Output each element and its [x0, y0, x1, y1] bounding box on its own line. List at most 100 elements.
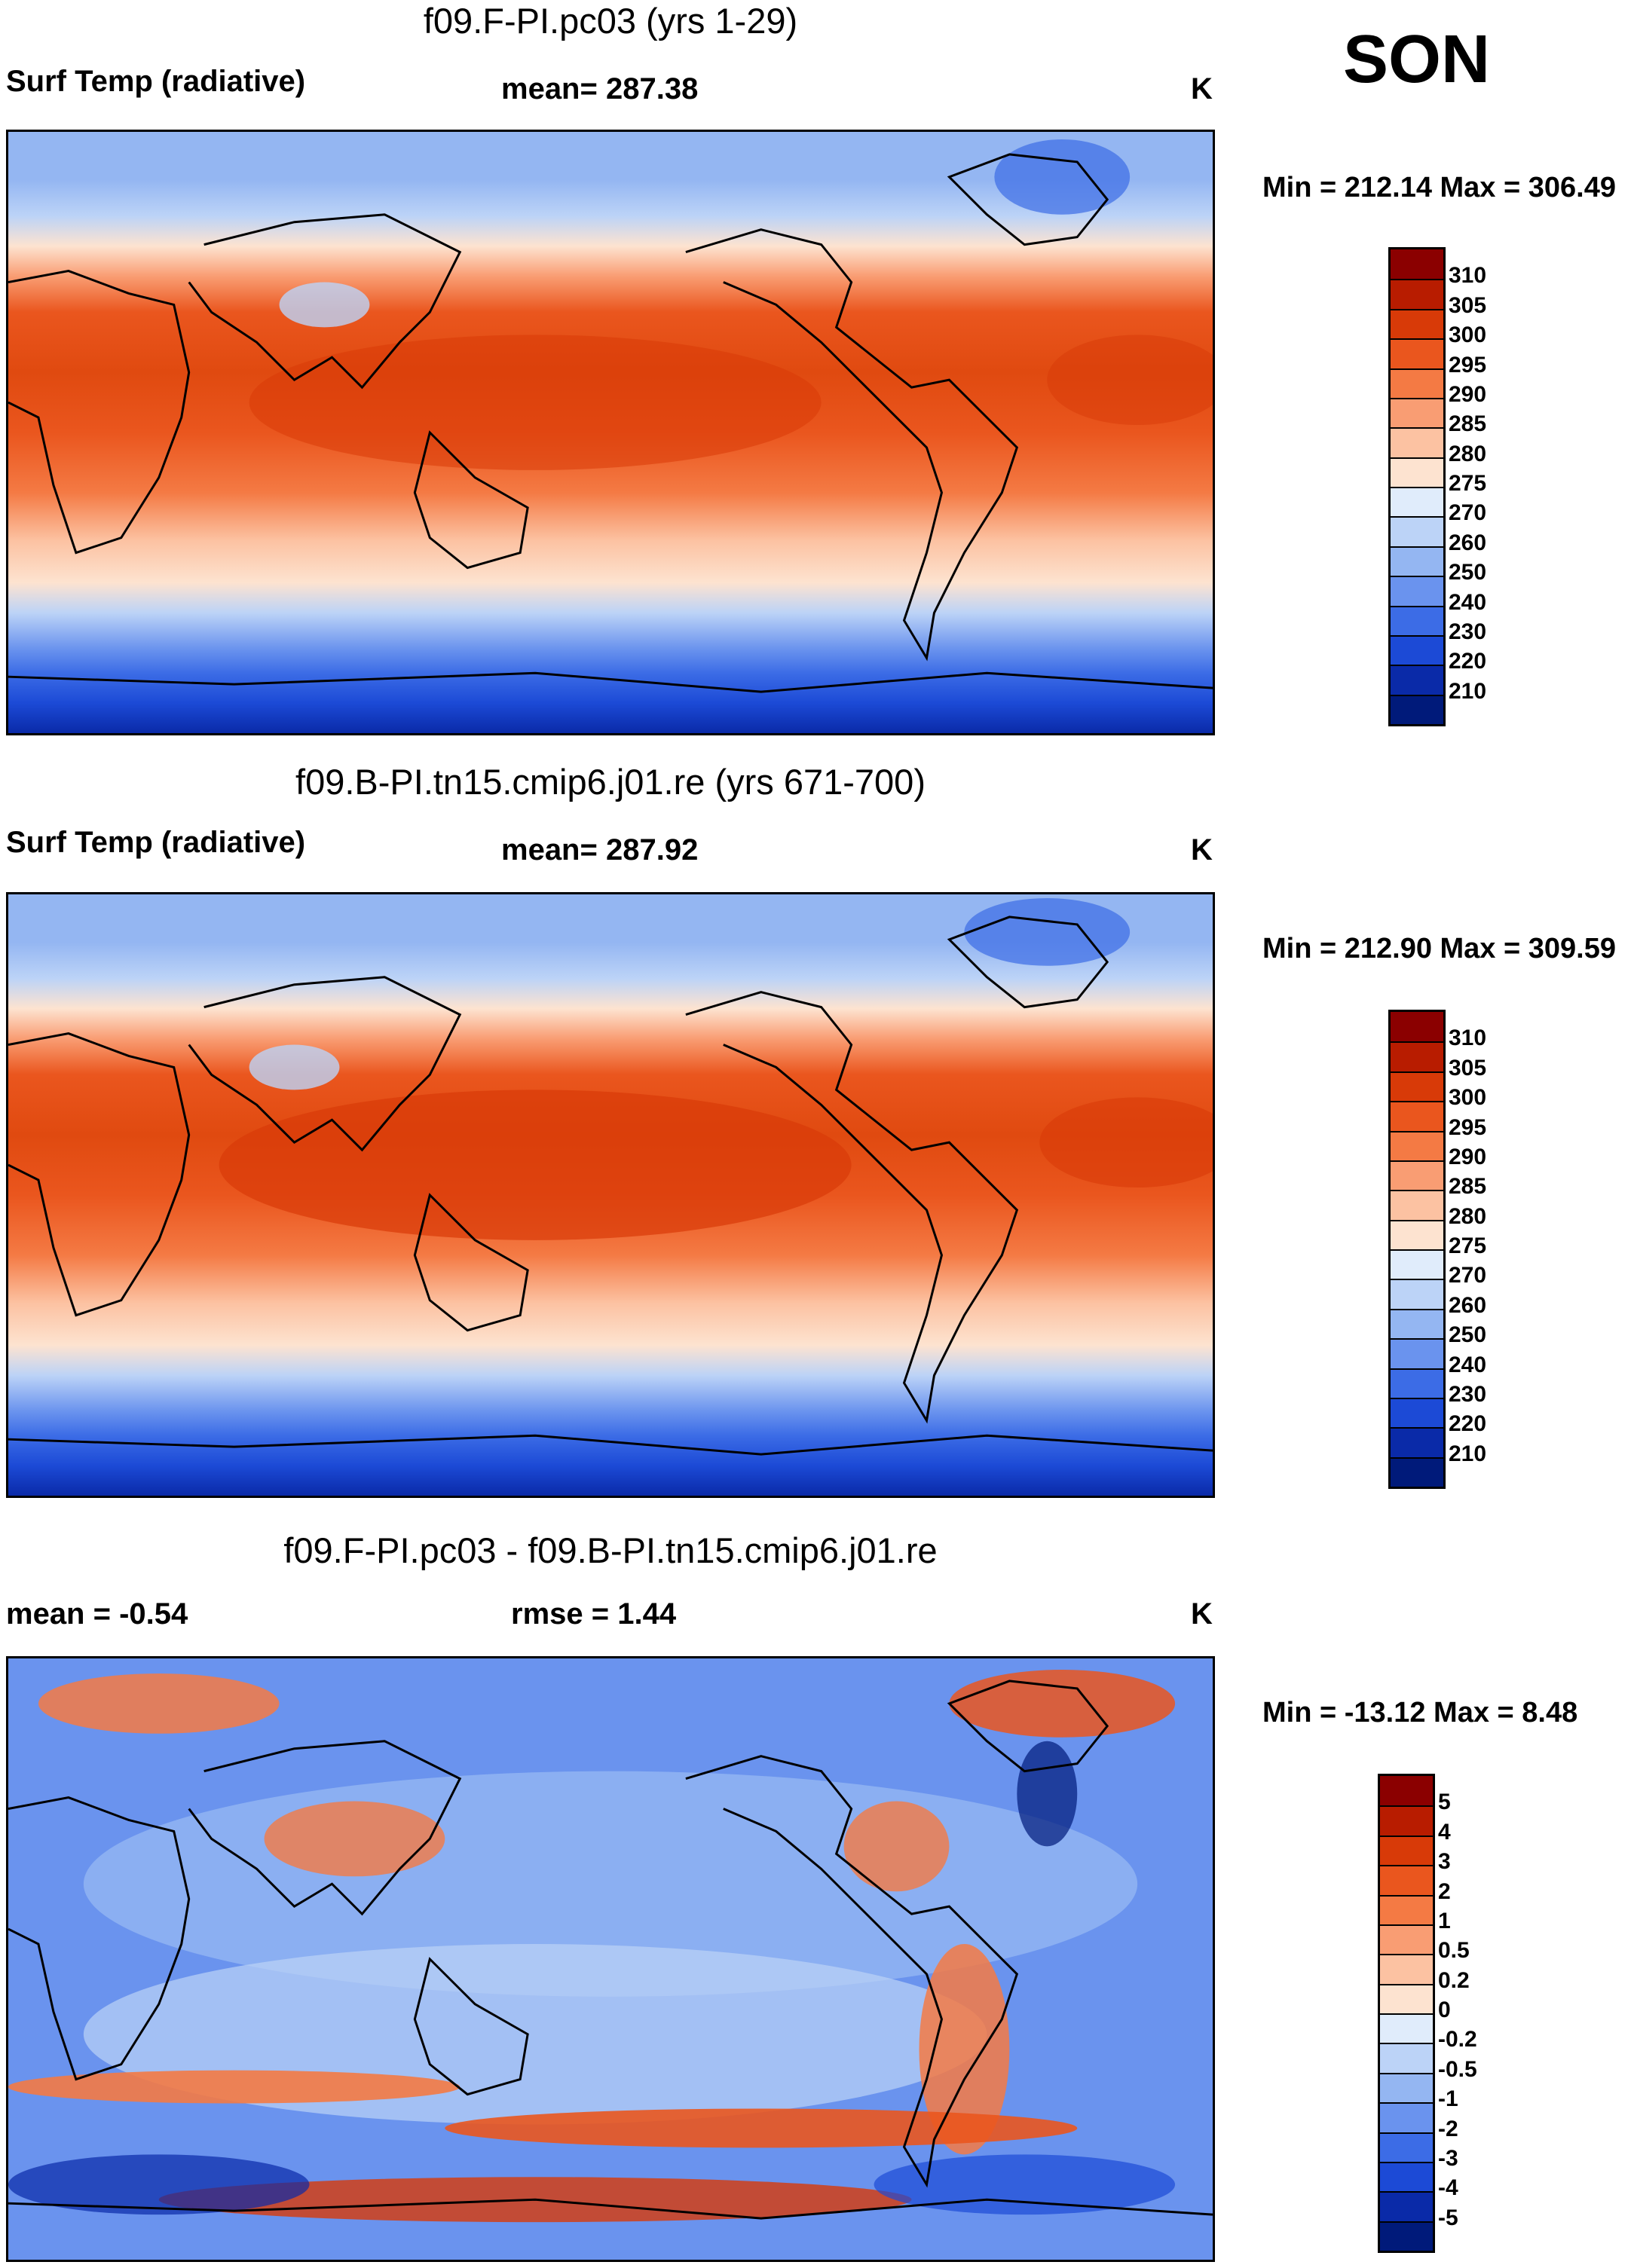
- colorbar-swatch: [1391, 1397, 1443, 1428]
- panel-3-map-field: [8, 1658, 1213, 2260]
- colorbar-label: 1: [1438, 1908, 1451, 1933]
- colorbar-label: 280: [1449, 441, 1487, 466]
- colorbar-swatch: [1380, 1924, 1433, 1955]
- colorbar-swatch: [1391, 279, 1443, 309]
- colorbar-label: 4: [1438, 1819, 1451, 1845]
- colorbar-label: 220: [1449, 649, 1487, 674]
- colorbar-swatch: [1380, 2072, 1433, 2103]
- colorbar-label: 310: [1449, 1025, 1487, 1051]
- colorbar-swatch: [1380, 2221, 1433, 2251]
- panel-1-map: [6, 130, 1215, 735]
- panel-2-variable-label: Surf Temp (radiative): [6, 826, 306, 859]
- panel-1-title: f09.F-PI.pc03 (yrs 1-29): [423, 1, 798, 41]
- colorbar-swatch: [1391, 249, 1443, 280]
- colorbar-label: 210: [1449, 1441, 1487, 1466]
- panel-3-title: f09.F-PI.pc03 - f09.B-PI.tn15.cmip6.j01.…: [283, 1530, 938, 1570]
- panel-2-units: K: [1191, 833, 1213, 867]
- colorbar-label: 0: [1438, 1997, 1451, 2022]
- panel-1-map-field: [8, 132, 1213, 733]
- colorbar-label: -5: [1438, 2205, 1458, 2230]
- colorbar-label: -0.2: [1438, 2027, 1477, 2053]
- colorbar-label: 305: [1449, 1055, 1487, 1081]
- colorbar-label: 240: [1449, 589, 1487, 615]
- colorbar-label: 290: [1449, 1144, 1487, 1169]
- colorbar-swatch: [1391, 1160, 1443, 1191]
- colorbar-label: 310: [1449, 263, 1487, 289]
- season-label: SON: [1343, 22, 1491, 97]
- colorbar-swatch: [1380, 2043, 1433, 2073]
- colorbar-label: 295: [1449, 352, 1487, 377]
- colorbar-swatch: [1391, 1279, 1443, 1309]
- panel-2-map-field: [8, 894, 1213, 1496]
- colorbar-swatch: [1391, 457, 1443, 487]
- colorbar-label: 260: [1449, 530, 1487, 555]
- colorbar-swatch: [1391, 694, 1443, 724]
- colorbar-swatch: [1380, 2161, 1433, 2192]
- colorbar-swatch: [1391, 1012, 1443, 1042]
- colorbar-label: 230: [1449, 1381, 1487, 1407]
- colorbar-label: 300: [1449, 322, 1487, 348]
- colorbar-swatch: [1391, 516, 1443, 546]
- colorbar-swatch: [1391, 1308, 1443, 1339]
- colorbar-label: 240: [1449, 1352, 1487, 1377]
- panel-1-minmax: Min = 212.14 Max = 306.49: [1262, 172, 1616, 203]
- colorbar-swatch: [1380, 1835, 1433, 1866]
- colorbar-swatch: [1380, 1865, 1433, 1895]
- colorbar-label: 230: [1449, 619, 1487, 644]
- panel-1-colorbar: [1388, 247, 1446, 726]
- colorbar-label: 220: [1449, 1411, 1487, 1437]
- colorbar-label: 275: [1449, 471, 1487, 496]
- colorbar-label: -2: [1438, 2116, 1458, 2141]
- colorbar-label: 275: [1449, 1233, 1487, 1258]
- colorbar-swatch: [1391, 338, 1443, 368]
- colorbar-swatch: [1380, 1894, 1433, 1924]
- colorbar-label: 285: [1449, 1174, 1487, 1200]
- colorbar-swatch: [1380, 1805, 1433, 1835]
- colorbar-label: 2: [1438, 1878, 1451, 1904]
- panel-3-mean-label: mean = -0.54: [6, 1597, 188, 1631]
- colorbar-swatch: [1380, 1776, 1433, 1806]
- colorbar-label: 295: [1449, 1114, 1487, 1140]
- panel-1-units: K: [1191, 72, 1213, 105]
- colorbar-swatch: [1391, 665, 1443, 695]
- colorbar-swatch: [1391, 1219, 1443, 1249]
- panel-1-variable-label: Surf Temp (radiative): [6, 65, 306, 98]
- colorbar-swatch: [1391, 1041, 1443, 1071]
- colorbar-swatch: [1391, 1130, 1443, 1160]
- panel-3-colorbar: [1378, 1774, 1435, 2253]
- colorbar-label: -3: [1438, 2145, 1458, 2171]
- colorbar-label: -0.5: [1438, 2056, 1477, 2082]
- colorbar-label: 305: [1449, 292, 1487, 318]
- panel-1-mean-label: mean= 287.38: [501, 72, 699, 105]
- panel-3-minmax: Min = -13.12 Max = 8.48: [1262, 1697, 1578, 1729]
- panel-2-minmax: Min = 212.90 Max = 309.59: [1262, 933, 1616, 964]
- colorbar-swatch: [1391, 1456, 1443, 1487]
- colorbar-swatch: [1391, 308, 1443, 339]
- colorbar-swatch: [1380, 2191, 1433, 2221]
- colorbar-swatch: [1380, 2013, 1433, 2043]
- colorbar-swatch: [1391, 1338, 1443, 1368]
- colorbar-label: -4: [1438, 2175, 1458, 2201]
- colorbar-swatch: [1391, 1101, 1443, 1131]
- colorbar-label: 5: [1438, 1790, 1451, 1815]
- colorbar-swatch: [1391, 397, 1443, 428]
- colorbar-label: 285: [1449, 411, 1487, 437]
- colorbar-label: 270: [1449, 500, 1487, 526]
- colorbar-label: 250: [1449, 560, 1487, 585]
- panel-2-colorbar: [1388, 1010, 1446, 1489]
- colorbar-swatch: [1391, 1427, 1443, 1457]
- colorbar-swatch: [1391, 368, 1443, 398]
- colorbar-swatch: [1391, 634, 1443, 665]
- colorbar-swatch: [1391, 605, 1443, 635]
- colorbar-swatch: [1380, 1983, 1433, 2013]
- colorbar-label: 290: [1449, 381, 1487, 407]
- colorbar-swatch: [1391, 546, 1443, 576]
- panel-3-map: [6, 1656, 1215, 2262]
- colorbar-swatch: [1391, 1190, 1443, 1220]
- colorbar-swatch: [1391, 576, 1443, 606]
- colorbar-label: 260: [1449, 1292, 1487, 1318]
- colorbar-label: 270: [1449, 1263, 1487, 1288]
- colorbar-label: 300: [1449, 1085, 1487, 1111]
- colorbar-swatch: [1391, 1368, 1443, 1398]
- colorbar-swatch: [1391, 487, 1443, 517]
